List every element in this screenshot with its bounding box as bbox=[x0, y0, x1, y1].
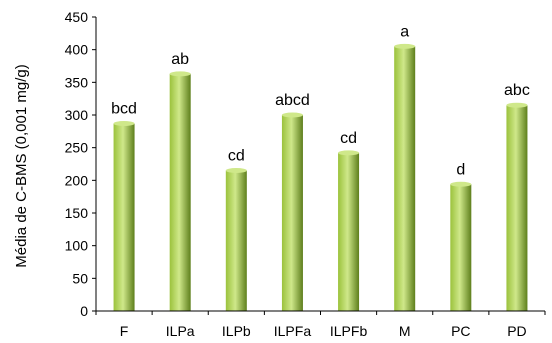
data-label: abc bbox=[504, 82, 530, 99]
y-tick-label: 150 bbox=[65, 205, 89, 221]
bar-top-cap bbox=[225, 168, 247, 174]
y-tick-label: 400 bbox=[65, 42, 89, 58]
bar bbox=[113, 123, 135, 311]
y-axis-title: Média de C-BMS (0,001 mg/g) bbox=[13, 64, 30, 267]
bar bbox=[281, 115, 303, 311]
x-tick-label: F bbox=[120, 323, 129, 339]
x-tick-label: ILPFa bbox=[274, 323, 312, 339]
bar bbox=[169, 73, 191, 311]
bar-top-cap bbox=[394, 43, 416, 49]
y-tick-label: 100 bbox=[65, 238, 89, 254]
x-tick-label: PD bbox=[507, 323, 526, 339]
axes-group bbox=[92, 16, 546, 315]
data-label: abcd bbox=[275, 92, 310, 109]
x-tick-label: M bbox=[399, 323, 411, 339]
bar bbox=[225, 170, 247, 311]
bar-top-cap bbox=[338, 150, 360, 156]
bar bbox=[338, 152, 360, 311]
data-label: cd bbox=[340, 130, 357, 147]
bar-top-cap bbox=[506, 102, 528, 108]
y-tick-label: 200 bbox=[65, 172, 89, 188]
y-tick-label: 250 bbox=[65, 140, 89, 156]
bar bbox=[506, 105, 528, 311]
bar-top-cap bbox=[450, 181, 472, 187]
data-label: cd bbox=[228, 148, 245, 165]
x-tick-label: ILPFb bbox=[330, 323, 368, 339]
data-label: d bbox=[456, 161, 465, 178]
bar-top-cap bbox=[113, 120, 135, 126]
y-tick-label: 450 bbox=[65, 9, 89, 25]
bar-top-cap bbox=[281, 112, 303, 118]
y-tick-label: 50 bbox=[72, 270, 88, 286]
data-label: bcd bbox=[111, 100, 137, 117]
bar-top-cap bbox=[169, 71, 191, 77]
bar bbox=[394, 46, 416, 312]
data-label: ab bbox=[171, 51, 189, 68]
y-tick-label: 0 bbox=[80, 303, 88, 319]
y-tick-label: 350 bbox=[65, 74, 89, 90]
x-tick-label: PC bbox=[451, 323, 470, 339]
x-tick-label: ILPa bbox=[166, 323, 195, 339]
data-label: a bbox=[400, 23, 409, 40]
y-tick-label: 300 bbox=[65, 107, 89, 123]
bar bbox=[450, 184, 472, 311]
x-tick-label: ILPb bbox=[222, 323, 251, 339]
bars-group bbox=[113, 43, 528, 312]
